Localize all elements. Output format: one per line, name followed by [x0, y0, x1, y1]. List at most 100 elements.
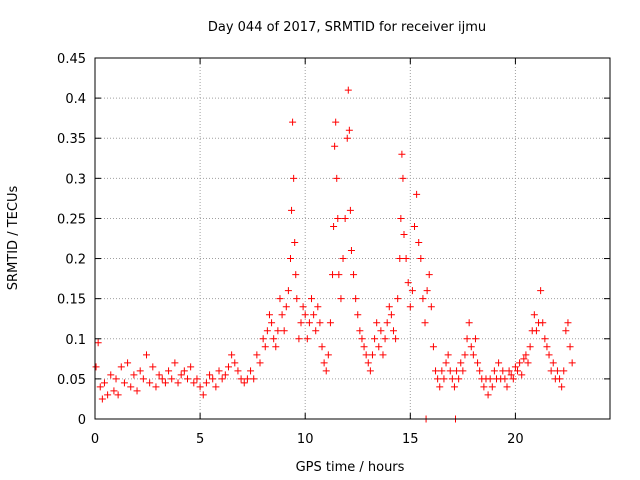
data-point — [537, 287, 545, 295]
data-point — [324, 351, 332, 359]
data-point — [421, 319, 429, 327]
y-tick-label: 0.45 — [57, 52, 86, 67]
data-point — [199, 391, 207, 399]
chart-title: Day 044 of 2017, SRMTID for receiver ijm… — [208, 20, 486, 35]
data-point — [278, 311, 286, 319]
data-point — [474, 359, 482, 367]
data-point — [331, 142, 339, 150]
data-point — [314, 303, 322, 311]
data-point — [265, 311, 273, 319]
data-point — [459, 367, 467, 375]
data-point — [297, 319, 305, 327]
data-point — [566, 343, 574, 351]
data-point — [562, 327, 570, 335]
data-point — [256, 359, 264, 367]
data-point — [488, 383, 496, 391]
data-point — [310, 311, 318, 319]
data-point — [301, 311, 309, 319]
data-point — [259, 335, 267, 343]
grid-lines — [95, 58, 610, 419]
data-point — [333, 174, 341, 182]
data-point — [385, 303, 393, 311]
data-point — [341, 214, 349, 222]
data-point — [143, 351, 150, 359]
data-point — [455, 375, 463, 383]
data-point — [379, 351, 387, 359]
data-point — [436, 383, 444, 391]
data-point — [417, 255, 425, 263]
data-point — [499, 367, 507, 375]
data-point — [130, 371, 138, 379]
data-point — [516, 359, 524, 367]
data-point — [161, 379, 169, 387]
plot-frame — [94, 57, 611, 420]
data-point — [400, 230, 408, 238]
data-point — [312, 327, 320, 335]
data-point — [389, 327, 397, 335]
data-point — [511, 363, 519, 371]
x-ticks: 0 5 10 15 20 — [91, 58, 524, 447]
data-point — [352, 295, 360, 303]
y-ticks: 0 0.05 0.1 0.15 0.2 0.25 0.3 0.35 0.4 0.45 — [57, 52, 610, 428]
data-point — [434, 375, 442, 383]
data-point — [463, 335, 471, 343]
data-point — [343, 134, 351, 142]
data-point — [316, 319, 324, 327]
data-point — [322, 367, 330, 375]
x-tick-label: 10 — [297, 432, 314, 447]
data-point — [247, 367, 255, 375]
data-point — [270, 335, 278, 343]
data-point — [465, 319, 473, 327]
data-points — [92, 86, 576, 423]
data-point — [96, 383, 104, 391]
data-point — [413, 190, 421, 198]
data-point — [231, 359, 239, 367]
data-point — [308, 295, 316, 303]
data-point — [284, 287, 292, 295]
data-point — [360, 343, 368, 351]
data-point — [92, 363, 100, 371]
data-point — [394, 295, 402, 303]
data-point — [429, 343, 437, 351]
data-point — [183, 375, 191, 383]
data-point — [253, 351, 261, 359]
data-point — [305, 319, 313, 327]
data-point — [467, 343, 475, 351]
data-point — [274, 327, 282, 335]
data-point — [344, 86, 352, 94]
data-point — [406, 303, 414, 311]
y-tick-label: 0.15 — [57, 293, 86, 308]
data-point — [110, 387, 118, 395]
data-point — [107, 371, 115, 379]
data-point — [133, 387, 141, 395]
data-point — [503, 383, 511, 391]
data-point — [187, 363, 195, 371]
data-point — [288, 206, 296, 214]
data-point — [495, 359, 503, 367]
data-point — [419, 295, 427, 303]
x-tick-label: 5 — [196, 432, 204, 447]
data-point — [136, 367, 144, 375]
data-point — [295, 335, 303, 343]
data-point — [237, 375, 245, 383]
data-point — [152, 383, 160, 391]
y-tick-label: 0.2 — [65, 253, 86, 268]
data-point — [362, 351, 370, 359]
data-point — [124, 359, 132, 367]
data-point — [446, 367, 454, 375]
data-point — [530, 311, 538, 319]
y-tick-label: 0 — [78, 413, 86, 428]
data-point — [215, 367, 223, 375]
data-point — [282, 303, 290, 311]
data-point — [224, 363, 232, 371]
data-point — [545, 351, 553, 359]
y-tick-label: 0.25 — [57, 212, 86, 227]
data-point — [268, 319, 276, 327]
data-point — [432, 367, 440, 375]
data-point — [139, 375, 147, 383]
data-point — [399, 174, 407, 182]
data-point — [375, 343, 383, 351]
data-point — [397, 214, 405, 222]
data-point — [165, 367, 173, 375]
